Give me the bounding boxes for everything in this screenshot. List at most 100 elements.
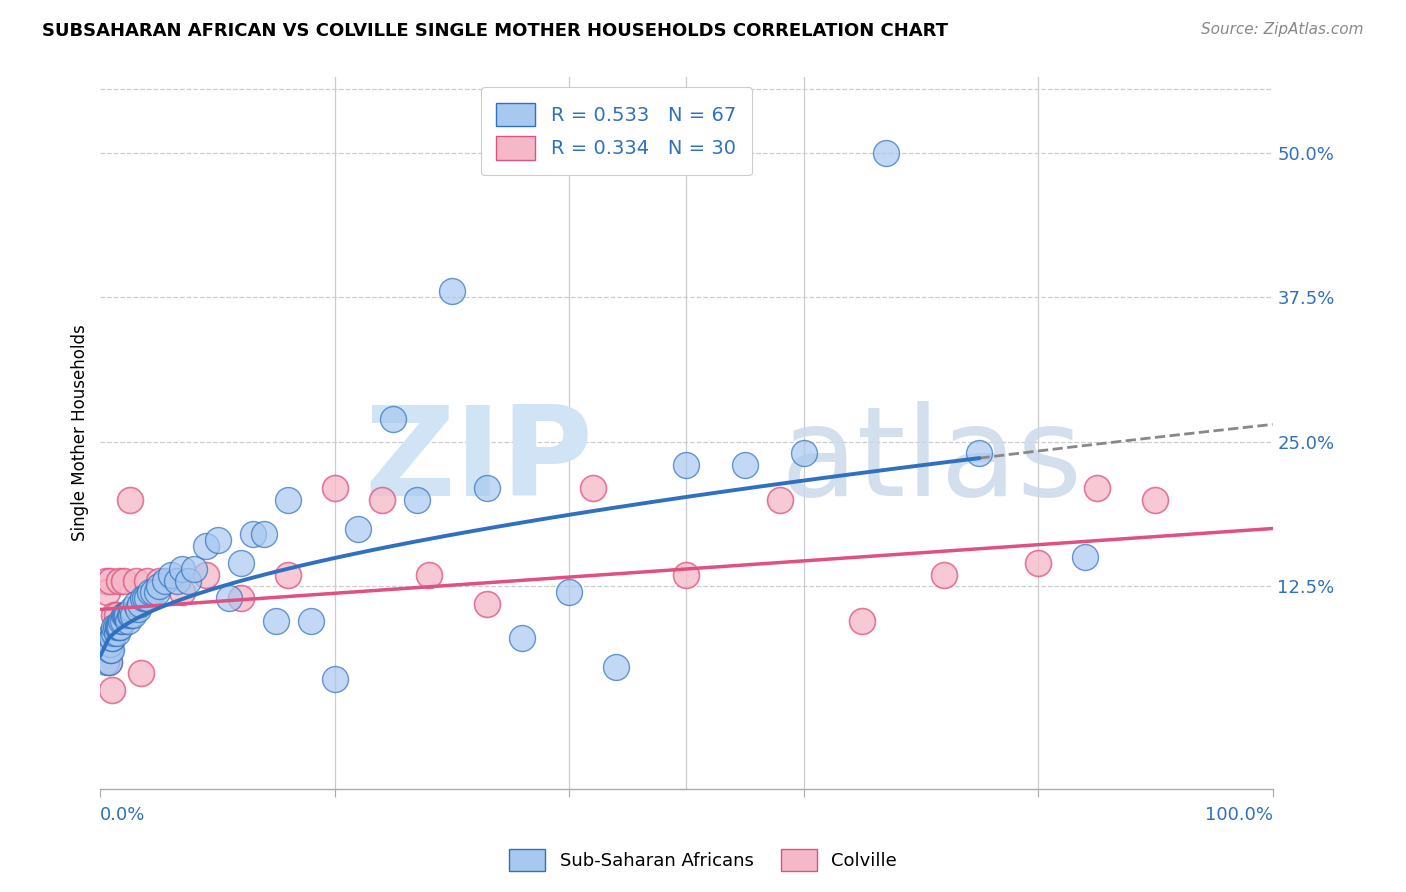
Point	[112, 574, 135, 588]
Point	[370, 492, 392, 507]
Point	[675, 458, 697, 472]
Point	[323, 481, 346, 495]
Point	[1144, 492, 1167, 507]
Point	[148, 579, 170, 593]
Point	[875, 145, 897, 160]
Point	[96, 585, 118, 599]
Point	[264, 614, 287, 628]
Point	[110, 614, 132, 628]
Point	[145, 585, 167, 599]
Point	[194, 567, 217, 582]
Point	[166, 574, 188, 588]
Point	[136, 574, 159, 588]
Text: 0.0%: 0.0%	[100, 806, 146, 824]
Text: Source: ZipAtlas.com: Source: ZipAtlas.com	[1201, 22, 1364, 37]
Point	[148, 574, 170, 588]
Point	[229, 556, 252, 570]
Point	[122, 608, 145, 623]
Point	[105, 608, 128, 623]
Point	[97, 655, 120, 669]
Text: SUBSAHARAN AFRICAN VS COLVILLE SINGLE MOTHER HOUSEHOLDS CORRELATION CHART: SUBSAHARAN AFRICAN VS COLVILLE SINGLE MO…	[42, 22, 948, 40]
Point	[134, 591, 156, 605]
Point	[218, 591, 240, 605]
Point	[194, 539, 217, 553]
Point	[183, 562, 205, 576]
Point	[131, 666, 153, 681]
Point	[172, 585, 194, 599]
Point	[207, 533, 229, 547]
Text: ZIP: ZIP	[364, 401, 593, 522]
Point	[277, 567, 299, 582]
Point	[98, 574, 121, 588]
Point	[138, 585, 160, 599]
Point	[675, 567, 697, 582]
Point	[1085, 481, 1108, 495]
Point	[118, 608, 141, 623]
Text: atlas: atlas	[780, 401, 1083, 522]
Point	[110, 620, 132, 634]
Point	[111, 614, 134, 628]
Point	[418, 567, 440, 582]
Point	[405, 492, 427, 507]
Point	[127, 602, 149, 616]
Point	[104, 620, 127, 634]
Point	[96, 574, 118, 588]
Point	[129, 597, 152, 611]
Point	[153, 574, 176, 588]
Point	[1074, 550, 1097, 565]
Point	[101, 632, 124, 646]
Point	[177, 574, 200, 588]
Point	[103, 625, 125, 640]
Point	[605, 660, 627, 674]
Legend: Sub-Saharan Africans, Colville: Sub-Saharan Africans, Colville	[502, 842, 904, 879]
Point	[851, 614, 873, 628]
Point	[347, 521, 370, 535]
Point	[512, 632, 534, 646]
Point	[101, 683, 124, 698]
Point	[793, 446, 815, 460]
Point	[96, 655, 118, 669]
Point	[107, 620, 129, 634]
Point	[253, 527, 276, 541]
Point	[98, 643, 121, 657]
Point	[229, 591, 252, 605]
Point	[100, 643, 122, 657]
Point	[582, 481, 605, 495]
Point	[120, 608, 142, 623]
Point	[97, 655, 120, 669]
Point	[969, 446, 991, 460]
Point	[108, 620, 131, 634]
Text: 100.0%: 100.0%	[1205, 806, 1272, 824]
Point	[769, 492, 792, 507]
Point	[98, 637, 121, 651]
Point	[107, 620, 129, 634]
Point	[172, 562, 194, 576]
Legend: R = 0.533   N = 67, R = 0.334   N = 30: R = 0.533 N = 67, R = 0.334 N = 30	[481, 87, 752, 176]
Point	[105, 625, 128, 640]
Point	[734, 458, 756, 472]
Point	[118, 492, 141, 507]
Point	[242, 527, 264, 541]
Point	[103, 620, 125, 634]
Point	[382, 411, 405, 425]
Point	[101, 632, 124, 646]
Point	[131, 591, 153, 605]
Point	[124, 597, 146, 611]
Point	[121, 602, 143, 616]
Point	[934, 567, 956, 582]
Point	[117, 614, 139, 628]
Point	[101, 625, 124, 640]
Point	[114, 608, 136, 623]
Point	[440, 285, 463, 299]
Point	[115, 608, 138, 623]
Y-axis label: Single Mother Households: Single Mother Households	[72, 325, 89, 541]
Point	[103, 608, 125, 623]
Point	[475, 597, 498, 611]
Point	[124, 574, 146, 588]
Point	[112, 608, 135, 623]
Point	[142, 585, 165, 599]
Point	[558, 585, 581, 599]
Point	[136, 591, 159, 605]
Point	[1026, 556, 1049, 570]
Point	[117, 608, 139, 623]
